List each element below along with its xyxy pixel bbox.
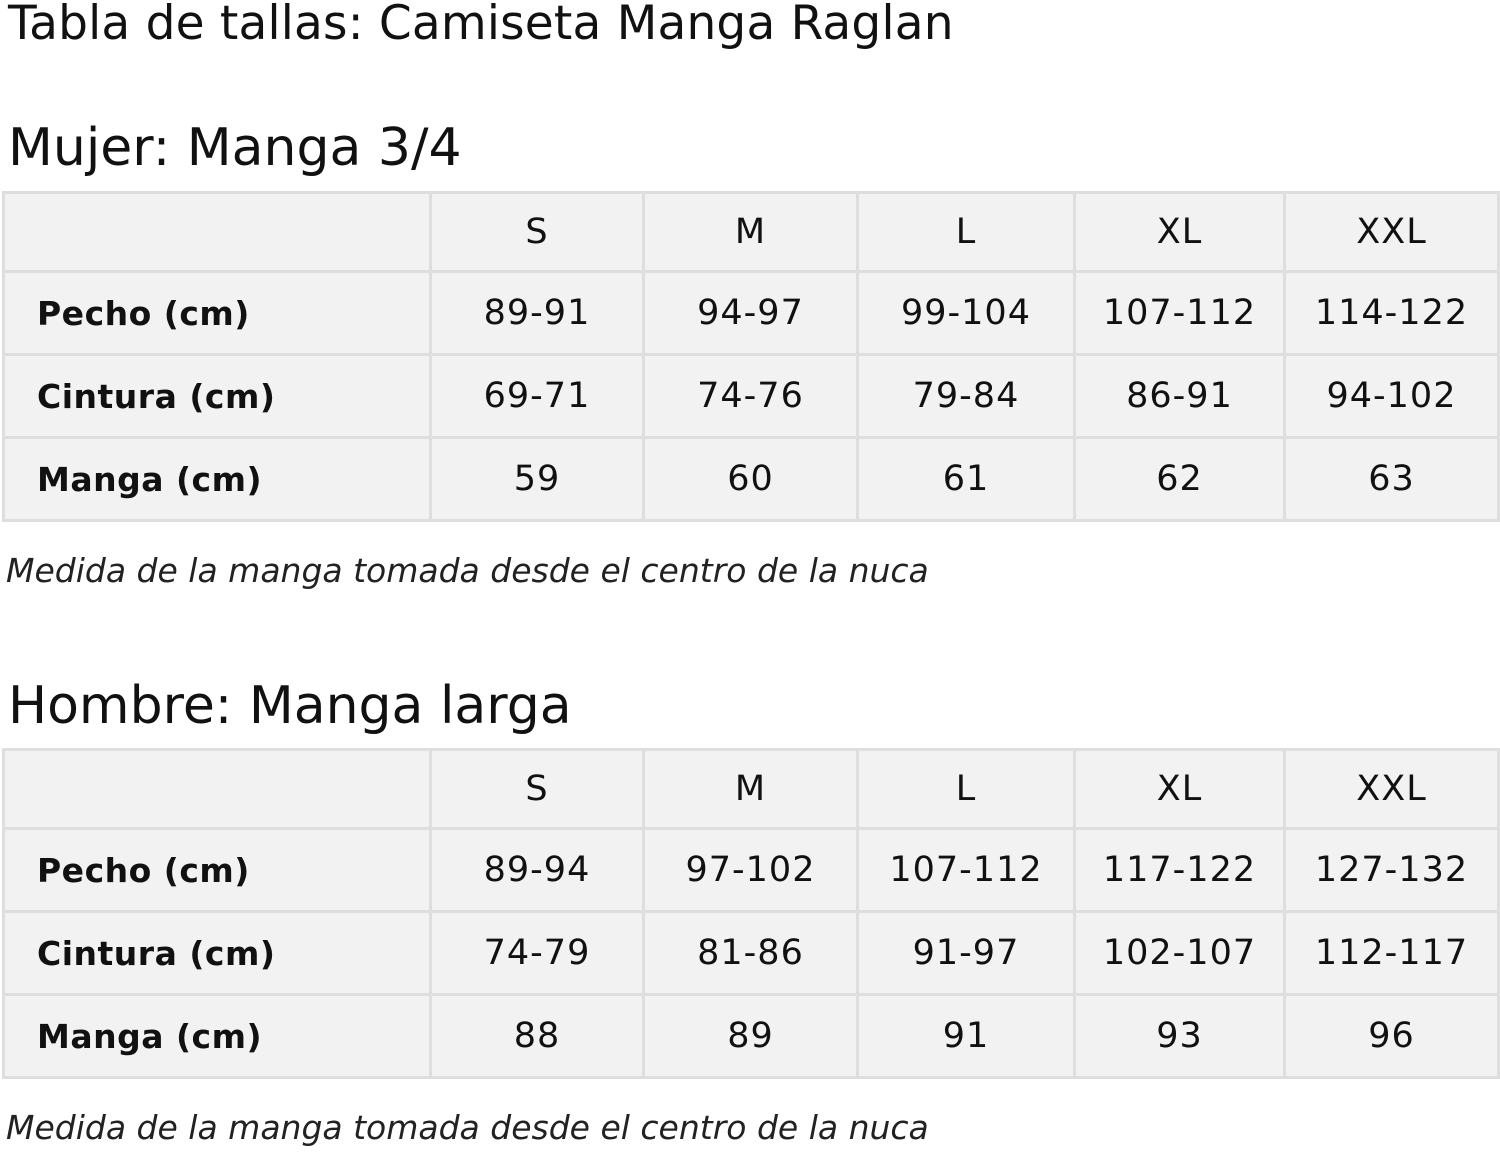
table-cell: 74-79	[429, 910, 645, 996]
table-cell: 107-112	[856, 827, 1076, 913]
table-row-pecho: Pecho (cm) 89-91 94-97 99-104 107-112 11…	[2, 270, 1500, 356]
corner-cell	[2, 191, 432, 273]
section-title-mujer: Mujer: Manga 3/4	[8, 118, 462, 178]
table-cell: 107-112	[1073, 270, 1286, 356]
size-table-mujer: S M L XL XXL Pecho (cm) 89-91 94-97 99-1…	[2, 191, 1500, 522]
size-header-xl: XL	[1073, 748, 1286, 830]
size-header-l: L	[856, 191, 1076, 273]
corner-cell	[2, 748, 432, 830]
sleeve-note: Medida de la manga tomada desde el centr…	[6, 551, 929, 590]
table-cell: 86-91	[1073, 353, 1286, 439]
table-cell: 91-97	[856, 910, 1076, 996]
size-header-l: L	[856, 748, 1076, 830]
table-cell: 59	[429, 436, 645, 522]
row-label: Manga (cm)	[2, 993, 432, 1079]
table-cell: 102-107	[1073, 910, 1286, 996]
size-header-xxl: XXL	[1283, 191, 1500, 273]
table-cell: 114-122	[1283, 270, 1500, 356]
row-label: Cintura (cm)	[2, 353, 432, 439]
row-label: Pecho (cm)	[2, 270, 432, 356]
table-cell: 127-132	[1283, 827, 1500, 913]
size-header-m: M	[642, 191, 859, 273]
table-cell: 74-76	[642, 353, 859, 439]
row-label: Cintura (cm)	[2, 910, 432, 996]
table-row-manga: Manga (cm) 88 89 91 93 96	[2, 993, 1500, 1079]
sleeve-note: Medida de la manga tomada desde el centr…	[6, 1108, 929, 1147]
table-cell: 88	[429, 993, 645, 1079]
table-cell: 81-86	[642, 910, 859, 996]
size-header-xl: XL	[1073, 191, 1286, 273]
table-row-pecho: Pecho (cm) 89-94 97-102 107-112 117-122 …	[2, 827, 1500, 913]
size-table-hombre: S M L XL XXL Pecho (cm) 89-94 97-102 107…	[2, 748, 1500, 1079]
table-cell: 99-104	[856, 270, 1076, 356]
table-cell: 89-94	[429, 827, 645, 913]
row-label: Pecho (cm)	[2, 827, 432, 913]
table-cell: 93	[1073, 993, 1286, 1079]
table-cell: 96	[1283, 993, 1500, 1079]
row-label: Manga (cm)	[2, 436, 432, 522]
table-cell: 94-102	[1283, 353, 1500, 439]
table-cell: 62	[1073, 436, 1286, 522]
table-cell: 79-84	[856, 353, 1076, 439]
table-cell: 94-97	[642, 270, 859, 356]
table-cell: 117-122	[1073, 827, 1286, 913]
size-header-m: M	[642, 748, 859, 830]
size-header-row: S M L XL XXL	[2, 191, 1500, 273]
size-header-s: S	[429, 748, 645, 830]
section-title-hombre: Hombre: Manga larga	[8, 676, 572, 736]
table-cell: 63	[1283, 436, 1500, 522]
table-cell: 89-91	[429, 270, 645, 356]
size-header-xxl: XXL	[1283, 748, 1500, 830]
table-cell: 60	[642, 436, 859, 522]
table-cell: 69-71	[429, 353, 645, 439]
table-row-manga: Manga (cm) 59 60 61 62 63	[2, 436, 1500, 522]
table-cell: 89	[642, 993, 859, 1079]
table-cell: 112-117	[1283, 910, 1500, 996]
table-row-cintura: Cintura (cm) 69-71 74-76 79-84 86-91 94-…	[2, 353, 1500, 439]
table-row-cintura: Cintura (cm) 74-79 81-86 91-97 102-107 1…	[2, 910, 1500, 996]
page-title: Tabla de tallas: Camiseta Manga Raglan	[8, 0, 954, 51]
size-header-s: S	[429, 191, 645, 273]
table-cell: 61	[856, 436, 1076, 522]
table-cell: 97-102	[642, 827, 859, 913]
table-cell: 91	[856, 993, 1076, 1079]
size-header-row: S M L XL XXL	[2, 748, 1500, 830]
